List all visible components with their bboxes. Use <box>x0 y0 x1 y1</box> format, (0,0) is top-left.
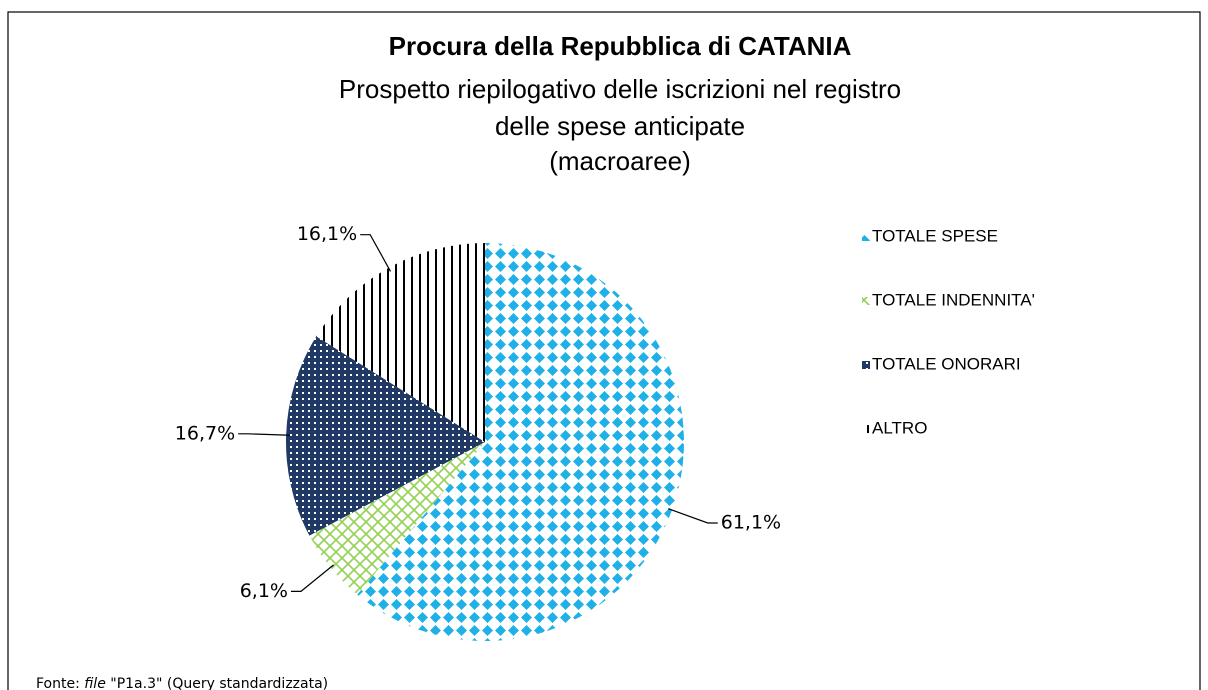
leader-line <box>290 564 334 592</box>
legend-swatch <box>862 361 870 369</box>
data-label: 16,1% <box>297 223 357 245</box>
pie-slice <box>357 243 684 641</box>
legend-swatch <box>862 233 870 241</box>
pie-slice <box>316 243 485 442</box>
source-text: "P1a.3" (Query standardizzata) <box>106 676 328 690</box>
pie-slice <box>286 336 485 536</box>
legend-label: TOTALE ONORARI <box>872 354 1021 373</box>
legend-swatch <box>862 297 870 305</box>
source-text: Fonte: <box>36 676 84 690</box>
legend-swatch <box>862 425 870 433</box>
chart-subtitle: delle spese anticipate <box>495 111 745 141</box>
source-note: Fonte: file "P1a.3" (Query standardizzat… <box>36 676 328 690</box>
leader-line <box>238 433 291 436</box>
leader-line <box>360 234 392 272</box>
legend-label: TOTALE SPESE <box>872 226 998 245</box>
data-label: 6,1% <box>240 580 288 602</box>
leader-line <box>668 508 718 524</box>
chart-title: Procura della Repubblica di CATANIA <box>389 31 852 61</box>
pie-slice <box>309 442 485 595</box>
legend-label: ALTRO <box>872 418 927 437</box>
source-text: file <box>84 676 106 690</box>
chart-subtitle: Prospetto riepilogativo delle iscrizioni… <box>339 74 901 104</box>
data-label: 16,7% <box>175 422 235 444</box>
legend-label: TOTALE INDENNITA' <box>872 290 1035 309</box>
chart-subtitle: (macroaree) <box>549 146 691 176</box>
data-label: 61,1% <box>721 511 781 533</box>
